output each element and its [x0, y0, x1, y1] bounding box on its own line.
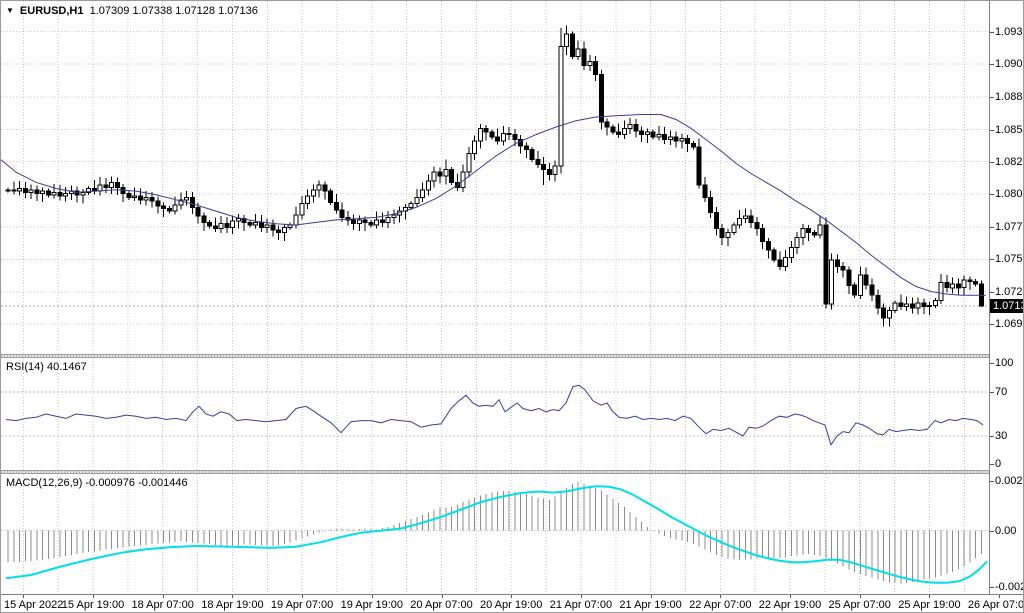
- price-grid: [1, 31, 989, 325]
- time-label: 15 Apr 19:00: [61, 599, 125, 611]
- time-label: 20 Apr 07:00: [410, 599, 473, 611]
- time-axis-tick: [23, 595, 25, 598]
- time-label: 18 Apr 07:00: [131, 599, 194, 611]
- time-grid: [22, 1, 965, 354]
- axis-label: 1.07505: [995, 253, 1023, 265]
- macd-svg[interactable]: [1, 474, 989, 594]
- price-axis-tick: [990, 259, 994, 260]
- time-axis-tick: [929, 595, 931, 598]
- axis-label: 1.09320: [995, 26, 1023, 38]
- ma-line: [1, 114, 986, 296]
- price-axis-tick: [990, 97, 994, 98]
- macd-header: MACD(12,26,9) -0.000976 -0.001446: [6, 477, 188, 490]
- price-axis-tick: [990, 194, 994, 195]
- time-label: 18 Apr 19:00: [201, 599, 264, 611]
- symbol-label: EURUSD,H1: [19, 5, 84, 17]
- time-axis-tick: [720, 595, 722, 598]
- time-axis-tick: [859, 595, 861, 598]
- time-label: 22 Apr 07:00: [689, 599, 752, 611]
- time-label: 25 Apr 19:00: [898, 599, 961, 611]
- candles-series: [5, 25, 984, 327]
- axis-label: 1.06990: [995, 318, 1023, 330]
- price-axis-tick: [990, 32, 994, 33]
- axis-label: 0.002346: [995, 475, 1023, 487]
- time-grid: [22, 358, 965, 470]
- axis-label: 1.08025: [995, 188, 1023, 200]
- rsi-value: 40.1467: [46, 361, 87, 373]
- price-axis-tick: [990, 531, 994, 532]
- macd-values: -0.000976 -0.001446: [85, 477, 188, 489]
- rsi-name: RSI(14): [6, 361, 44, 373]
- time-label: 25 Apr 07:00: [828, 599, 891, 611]
- price-axis-tick: [990, 436, 994, 437]
- price-axis-tick: [990, 363, 994, 364]
- macd-panel[interactable]: MACD(12,26,9) -0.000976 -0.001446: [1, 474, 989, 594]
- time-axis-tick: [93, 595, 94, 598]
- price-axis-tick: [990, 392, 994, 393]
- price-axis-tick: [990, 292, 994, 293]
- price-axis-tick: [990, 227, 994, 228]
- axis-label: 1.08285: [995, 156, 1023, 168]
- time-label: 19 Apr 19:00: [340, 599, 403, 611]
- rsi-line: [5, 384, 984, 446]
- axis-label: 0.00: [995, 525, 1017, 537]
- main-chart-svg[interactable]: [1, 1, 989, 354]
- price-axis-tick: [990, 464, 994, 465]
- time-axis-tick: [999, 595, 1001, 598]
- axis-label: 1.08540: [995, 124, 1023, 136]
- price-axis-tick: [990, 324, 994, 325]
- ohlc-values: 1.07309 1.07338 1.07128 1.07136: [89, 5, 258, 17]
- time-grid: [22, 474, 965, 594]
- time-label: 26 Apr 07:00: [967, 599, 1024, 611]
- rsi-header: RSI(14) 40.1467: [6, 361, 87, 374]
- time-axis-tick: [232, 595, 234, 598]
- price-axis-tick: [990, 587, 994, 588]
- time-axis-tick: [441, 595, 443, 598]
- price-axis-tick: [990, 162, 994, 163]
- main-chart-panel[interactable]: ▼ EURUSD,H1 1.07309 1.07338 1.07128 1.071…: [1, 1, 989, 354]
- price-axis[interactable]: 1.09320 1.09060 1.08800 1.08540 1.08285 1.080…: [989, 1, 1023, 594]
- price-axis-tick: [990, 64, 994, 65]
- macd-histogram: [7, 482, 982, 584]
- axis-label: 1.09060: [995, 58, 1023, 70]
- macd-signal-line: [5, 485, 988, 584]
- rsi-svg[interactable]: [1, 358, 989, 470]
- axis-label: 0: [995, 458, 1002, 470]
- axis-label: 100: [995, 357, 1014, 369]
- price-axis-tick: [990, 481, 994, 482]
- rsi-panel[interactable]: RSI(14) 40.1467: [1, 358, 989, 470]
- time-axis-tick: [162, 595, 164, 598]
- time-label: 15 Apr 2022: [4, 599, 64, 611]
- time-axis-tick: [371, 595, 373, 598]
- panel-splitter-macd[interactable]: [1, 470, 1023, 474]
- time-label: 19 Apr 07:00: [270, 599, 334, 611]
- chart-header: ▼ EURUSD,H1 1.07309 1.07338 1.07128 1.071…: [6, 4, 258, 18]
- time-axis-tick: [790, 595, 791, 598]
- axis-label: -0.002695: [995, 581, 1023, 593]
- time-axis-tick: [580, 595, 582, 598]
- price-axis-tick: [990, 130, 994, 131]
- time-axis-tick: [511, 595, 513, 598]
- current-price-box: 1.07136: [990, 299, 1023, 313]
- time-label: 21 Apr 07:00: [549, 599, 613, 611]
- symbol-dropdown-icon[interactable]: ▼: [6, 6, 14, 15]
- axis-label: 30: [995, 430, 1008, 442]
- rsi-level-lines: [1, 391, 989, 437]
- time-axis-tick: [650, 595, 652, 598]
- macd-name: MACD(12,26,9): [6, 477, 83, 489]
- axis-label: 1.08800: [995, 91, 1023, 103]
- axis-label: 1.07245: [995, 286, 1023, 298]
- time-label: 21 Apr 19:00: [619, 599, 682, 611]
- time-axis[interactable]: 15 Apr 2022 15 Apr 19:00 18 Apr 07:00 18 Ap…: [1, 594, 1024, 612]
- time-label: 22 Apr 19:00: [758, 599, 822, 611]
- axis-label: 70: [995, 386, 1008, 398]
- panel-splitter-rsi[interactable]: [1, 354, 1023, 358]
- time-label: 20 Apr 19:00: [479, 599, 543, 611]
- time-axis-tick: [302, 595, 304, 598]
- axis-label: 1.07765: [995, 221, 1023, 233]
